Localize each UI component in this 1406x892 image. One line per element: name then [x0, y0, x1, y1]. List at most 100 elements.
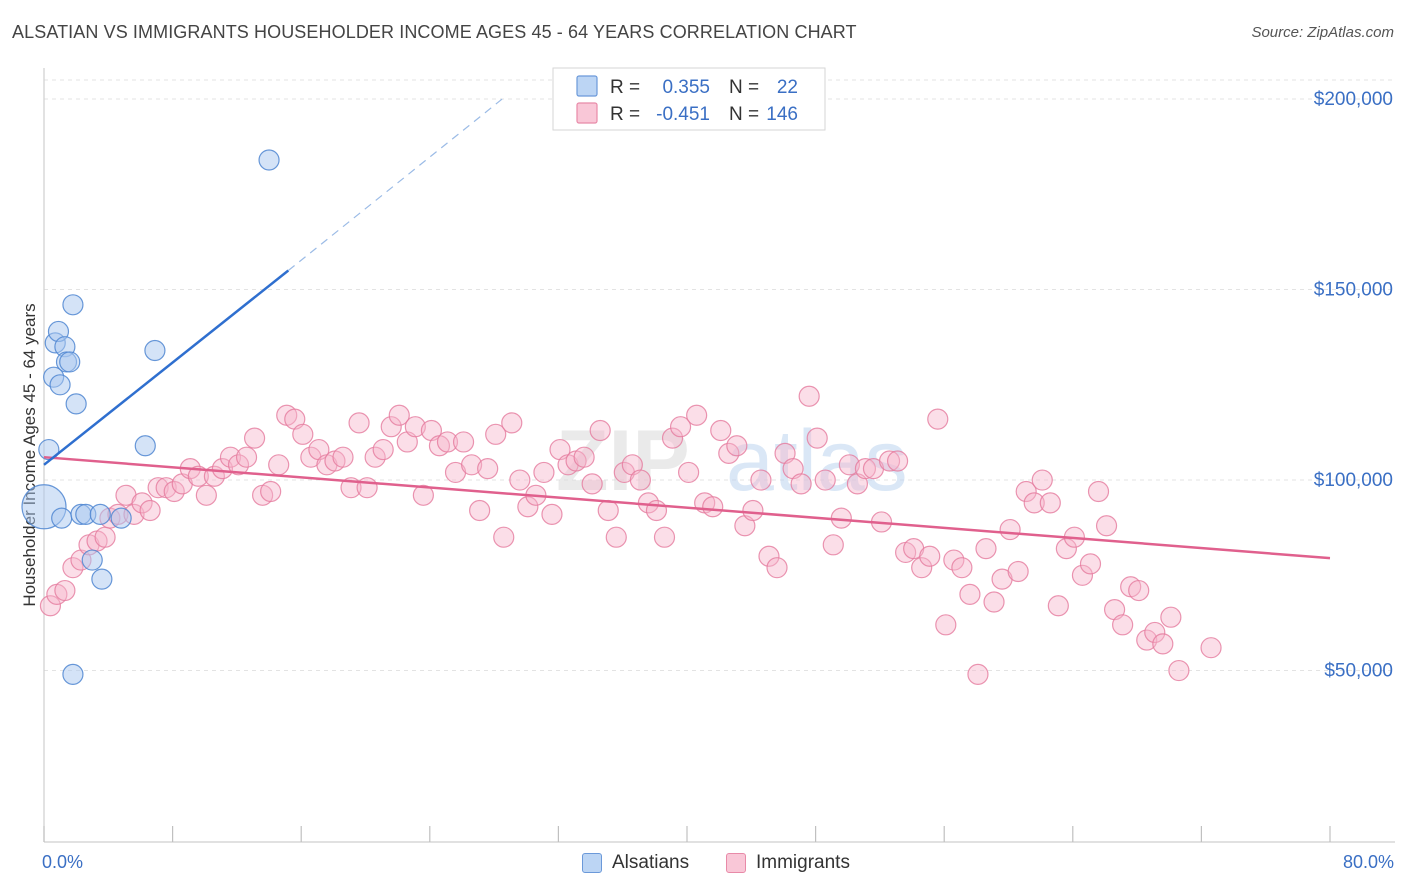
- immigrants-point: [661, 427, 684, 449]
- immigrants-point: [669, 416, 692, 438]
- y-tick-label: $200,000: [1314, 89, 1393, 110]
- immigrants-point: [195, 484, 217, 506]
- immigrants-point: [372, 438, 394, 461]
- immigrants-point: [485, 423, 507, 445]
- immigrants-point: [1095, 515, 1118, 537]
- watermark-text: atlas: [726, 413, 908, 509]
- trend-lines: [43, 98, 1331, 560]
- immigrants-point: [951, 557, 973, 579]
- legend-r-label: R =: [610, 104, 640, 125]
- legend-r-label: R =: [610, 77, 640, 98]
- alsatians-point: [59, 351, 81, 373]
- immigrants-point: [388, 404, 410, 426]
- legend-r-value: -0.451: [656, 104, 710, 125]
- immigrants-point: [758, 545, 780, 567]
- immigrants-point: [501, 412, 523, 434]
- immigrants-point: [380, 416, 402, 438]
- immigrants-point: [94, 526, 116, 548]
- alsatians-point: [134, 435, 156, 457]
- alsatians-point: [258, 149, 280, 171]
- chart-source: Source: ZipAtlas.com: [1251, 24, 1394, 41]
- immigrants-point: [235, 446, 258, 468]
- legend-item-immigrants[interactable]: Immigrants: [726, 852, 850, 874]
- alsatians-point: [144, 339, 166, 362]
- immigrants-point: [404, 416, 426, 438]
- legend-label-immigrants: Immigrants: [756, 852, 850, 873]
- legend-label-alsatians: Alsatians: [612, 852, 690, 873]
- immigrants-point: [1087, 480, 1110, 503]
- immigrants-point: [935, 614, 957, 636]
- immigrants-point: [412, 484, 434, 506]
- series-legend: Alsatians Immigrants: [0, 852, 1406, 878]
- immigrants-point: [292, 423, 314, 445]
- immigrants-point: [854, 458, 877, 480]
- immigrants-point: [605, 526, 627, 548]
- immigrants-point: [1007, 560, 1029, 583]
- immigrants-point: [999, 518, 1021, 541]
- gridlines: [44, 79, 1395, 672]
- immigrants-point: [139, 499, 161, 522]
- chart-title: ALSATIAN VS IMMIGRANTS HOUSEHOLDER INCOM…: [12, 22, 857, 42]
- immigrants-point: [227, 454, 250, 476]
- immigrants-point: [597, 499, 619, 522]
- immigrants-point: [147, 477, 169, 499]
- immigrants-point: [243, 427, 266, 449]
- immigrants-point: [1200, 637, 1222, 659]
- immigrants-point: [39, 595, 62, 617]
- immigrants-point: [348, 412, 370, 434]
- immigrants-point: [814, 469, 836, 491]
- immigrants-point: [975, 538, 997, 560]
- immigrants-point: [541, 503, 563, 525]
- immigrants-swatch: [726, 853, 746, 873]
- immigrants-points: [39, 385, 1222, 685]
- immigrants-point: [589, 419, 611, 442]
- immigrants-point: [356, 477, 378, 499]
- immigrants-point: [1023, 492, 1045, 514]
- immigrants-point: [62, 557, 84, 579]
- alsatians-point: [81, 549, 103, 571]
- immigrants-point: [1152, 633, 1174, 655]
- alsatians-points: [21, 149, 280, 685]
- legend-r-value: 0.355: [662, 77, 710, 98]
- immigrants-point: [790, 473, 812, 495]
- alsatians-point: [49, 374, 71, 396]
- immigrants-point: [1168, 659, 1190, 682]
- legend-n-value: 146: [766, 104, 798, 125]
- immigrants-point: [678, 461, 700, 484]
- immigrants-point: [943, 549, 965, 571]
- immigrants-point: [838, 454, 860, 476]
- stats-legend: R = 0.355 N = 22 R = -0.451 N = 146: [552, 67, 826, 131]
- immigrants-point: [1144, 621, 1166, 644]
- immigrants-point: [629, 469, 651, 491]
- immigrants-point: [533, 461, 555, 484]
- stats-legend-box: [552, 67, 826, 131]
- legend-item-alsatians[interactable]: Alsatians: [582, 852, 689, 874]
- immigrants-point: [1047, 595, 1069, 617]
- immigrants-point: [211, 458, 234, 480]
- immigrants-point: [1128, 579, 1150, 602]
- x-tick-label-min: 0.0%: [42, 852, 83, 872]
- alsatians-point: [110, 507, 132, 529]
- immigrants-trend-line: [43, 455, 1331, 560]
- alsatians-swatch: [582, 853, 602, 873]
- immigrants-point: [1079, 553, 1102, 575]
- legend-n-value: 22: [777, 77, 798, 98]
- immigrants-point: [1071, 564, 1094, 586]
- immigrants-point: [1160, 606, 1182, 628]
- alsatians-trend-extension: [287, 98, 503, 271]
- alsatians-point: [89, 503, 111, 525]
- immigrants-point: [718, 442, 740, 464]
- immigrants-point: [268, 454, 290, 476]
- immigrants-point: [436, 431, 459, 453]
- x-tick-label-max: 80.0%: [1343, 852, 1394, 872]
- y-tick-label: $150,000: [1314, 280, 1393, 301]
- immigrants-point: [452, 431, 475, 453]
- immigrants-point: [219, 446, 242, 468]
- immigrants-point: [798, 385, 820, 407]
- immigrants-point: [983, 591, 1005, 613]
- immigrants-point: [493, 526, 515, 548]
- immigrants-point: [710, 419, 732, 442]
- immigrants-point: [1112, 614, 1134, 636]
- legend-swatch-pink: [576, 102, 598, 124]
